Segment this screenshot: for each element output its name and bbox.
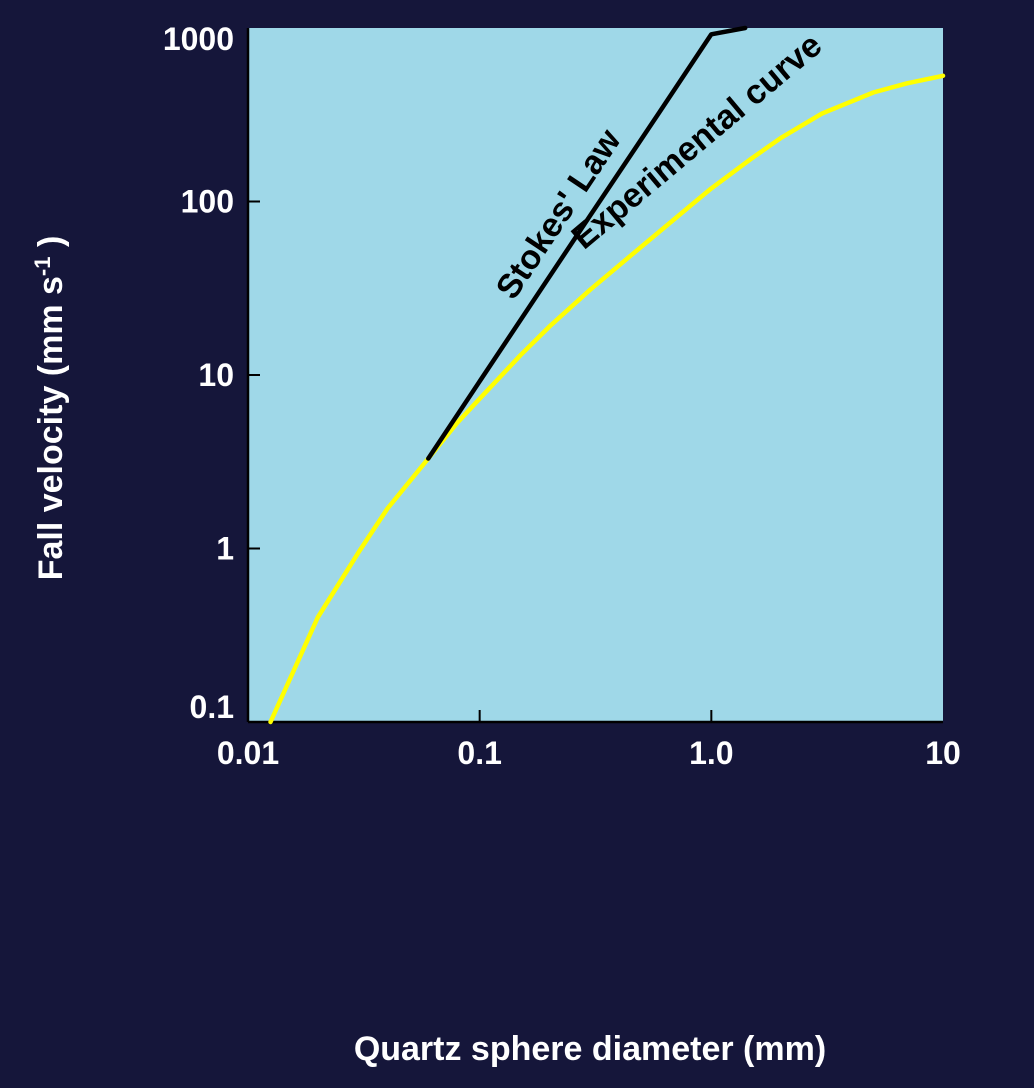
series-line-stokes-law [426, 25, 748, 461]
x-tick-label: 1.0 [689, 735, 733, 771]
y-axis-title-superscript: -1 [30, 256, 55, 276]
plot-area [248, 28, 943, 722]
y-tick-label: 100 [181, 184, 234, 220]
series-layer [268, 25, 946, 725]
y-tick-label: 1000 [163, 21, 234, 57]
axes: 0.01 0.1 1.0 10 0.1 1 10 100 1000 [163, 21, 961, 771]
y-axis-title-tail: ) [32, 236, 70, 257]
y-tick-label: 10 [198, 357, 234, 393]
y-tick-label: 0.1 [190, 689, 234, 725]
y-tick-label: 1 [216, 531, 234, 567]
x-tick-label: 0.01 [217, 735, 279, 771]
x-tick-label: 0.1 [457, 735, 501, 771]
x-axis-title: Quartz sphere diameter (mm) [354, 1030, 826, 1068]
x-tick-label: 10 [925, 735, 961, 771]
series-line-experimental-curve [268, 73, 946, 725]
y-axis-title-main: Fall velocity (mm s [32, 276, 70, 580]
y-axis-title: Fall velocity (mm s-1 ) [30, 236, 71, 581]
